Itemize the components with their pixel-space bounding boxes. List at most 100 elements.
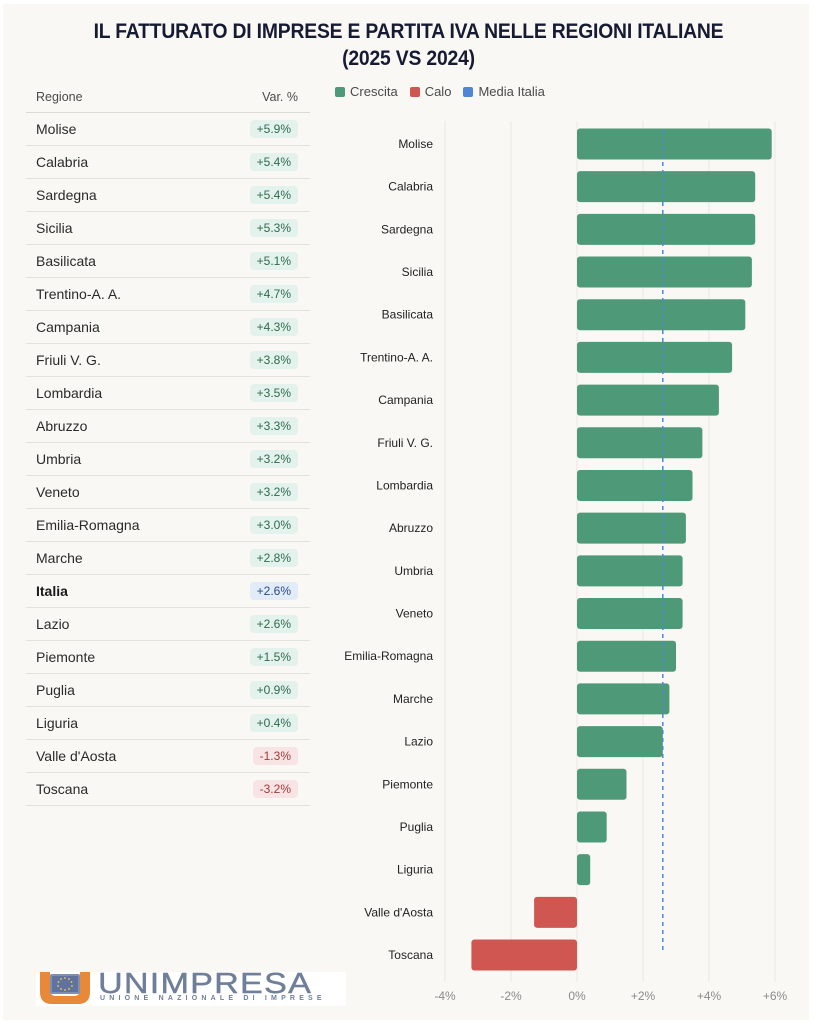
category-label: Marche bbox=[393, 692, 433, 706]
x-tick-label: 0% bbox=[568, 989, 586, 1003]
region-name: Abruzzo bbox=[36, 418, 88, 434]
bar bbox=[577, 256, 752, 288]
region-name: Umbria bbox=[36, 451, 82, 467]
variation-badge: +4.3% bbox=[249, 318, 298, 336]
variation-badge: +3.0% bbox=[249, 516, 298, 534]
bar bbox=[577, 299, 746, 331]
variation-badge: +0.4% bbox=[249, 714, 298, 732]
table-row: Lazio +2.6% bbox=[26, 608, 310, 641]
variation-badge: +1.5% bbox=[249, 648, 298, 666]
bar bbox=[577, 768, 627, 800]
variation-badge: +3.8% bbox=[249, 351, 298, 369]
bar bbox=[577, 427, 703, 459]
category-label: Campania bbox=[378, 393, 433, 407]
variation-badge: -1.3% bbox=[252, 747, 298, 765]
region-name: Italia bbox=[36, 583, 68, 599]
table-row: Friuli V. G. +3.8% bbox=[26, 344, 310, 377]
bar bbox=[577, 171, 756, 203]
bar bbox=[577, 384, 719, 416]
category-label: Piemonte bbox=[382, 777, 433, 791]
x-tick-label: +2% bbox=[631, 989, 656, 1003]
category-label: Liguria bbox=[397, 863, 433, 877]
variation-badge: +0.9% bbox=[249, 681, 298, 699]
variation-badge: +5.3% bbox=[249, 219, 298, 237]
table-row: Trentino-A. A. +4.7% bbox=[26, 278, 310, 311]
legend-swatch-average bbox=[463, 86, 474, 97]
variation-badge: +5.1% bbox=[249, 252, 298, 270]
bar bbox=[577, 683, 670, 715]
legend-label-growth: Crescita bbox=[350, 84, 398, 99]
region-name: Trentino-A. A. bbox=[36, 286, 122, 302]
variation-badge: +5.4% bbox=[249, 153, 298, 171]
category-label: Toscana bbox=[388, 948, 433, 962]
x-tick-label: +6% bbox=[763, 989, 788, 1003]
category-label: Sardegna bbox=[381, 222, 433, 236]
region-name: Basilicata bbox=[36, 253, 96, 269]
bar bbox=[577, 469, 693, 501]
table-row: Lombardia +3.5% bbox=[26, 377, 310, 410]
bar bbox=[577, 128, 772, 160]
column-header-region: Regione bbox=[36, 90, 83, 104]
region-name: Lazio bbox=[36, 616, 70, 632]
legend-item-growth: Crescita bbox=[335, 84, 398, 99]
x-tick-label: +4% bbox=[697, 989, 722, 1003]
variation-badge: +2.8% bbox=[249, 549, 298, 567]
bar bbox=[577, 811, 607, 843]
category-label: Emilia-Romagna bbox=[344, 649, 433, 663]
logo-mark-icon bbox=[40, 972, 90, 1004]
table-row: Campania +4.3% bbox=[26, 311, 310, 344]
legend-item-average: Media Italia bbox=[463, 84, 545, 99]
region-name: Sicilia bbox=[36, 220, 73, 236]
table-row: Molise +5.9% bbox=[26, 113, 310, 146]
variation-badge: -3.2% bbox=[252, 780, 298, 798]
region-table: Regione Var. % Molise +5.9% Calabria +5.4% S… bbox=[26, 84, 310, 806]
table-body: Molise +5.9% Calabria +5.4% Sardegna +5.4% Sic… bbox=[26, 113, 310, 806]
table-row: Marche +2.8% bbox=[26, 542, 310, 575]
table-row: Calabria +5.4% bbox=[26, 146, 310, 179]
logo-tagline: UNIONE NAZIONALE DI IMPRESE bbox=[100, 995, 326, 1002]
variation-badge: +3.5% bbox=[249, 384, 298, 402]
category-label: Umbria bbox=[394, 564, 433, 578]
region-name: Puglia bbox=[36, 682, 75, 698]
legend-label-average: Media Italia bbox=[478, 84, 545, 99]
category-label: Valle d'Aosta bbox=[364, 905, 433, 919]
table-row: Puglia +0.9% bbox=[26, 674, 310, 707]
bar bbox=[577, 854, 591, 886]
unimpresa-logo: UNIMPRESA UNIONE NAZIONALE DI IMPRESE bbox=[36, 968, 346, 1006]
x-tick-label: -4% bbox=[434, 989, 456, 1003]
variation-badge: +2.6% bbox=[249, 615, 298, 633]
category-label: Abruzzo bbox=[389, 521, 433, 535]
column-header-variation: Var. % bbox=[262, 90, 298, 104]
table-row: Valle d'Aosta -1.3% bbox=[26, 740, 310, 773]
page-subtitle: (2025 VS 2024) bbox=[342, 47, 475, 70]
category-label: Lombardia bbox=[376, 478, 433, 492]
region-name: Sardegna bbox=[36, 187, 97, 203]
bar bbox=[577, 726, 663, 758]
region-name: Veneto bbox=[36, 484, 80, 500]
region-name: Toscana bbox=[36, 781, 89, 797]
table-row: Umbria +3.2% bbox=[26, 443, 310, 476]
table-header: Regione Var. % bbox=[26, 84, 310, 113]
region-name: Liguria bbox=[36, 715, 79, 731]
table-row: Basilicata +5.1% bbox=[26, 245, 310, 278]
bar bbox=[577, 213, 756, 245]
bar bbox=[577, 555, 683, 587]
legend-label-decline: Calo bbox=[424, 84, 452, 99]
table-row: Sardegna +5.4% bbox=[26, 179, 310, 212]
category-label: Basilicata bbox=[382, 308, 434, 322]
table-row: Veneto +3.2% bbox=[26, 476, 310, 509]
region-name: Lombardia bbox=[36, 385, 103, 401]
chart-legend: Crescita Calo Media Italia bbox=[335, 84, 545, 99]
category-label: Trentino-A. A. bbox=[360, 350, 433, 364]
category-label: Molise bbox=[398, 137, 433, 151]
table-row: Abruzzo +3.3% bbox=[26, 410, 310, 443]
region-name: Molise bbox=[36, 121, 77, 137]
category-label: Sicilia bbox=[402, 265, 434, 279]
region-name: Valle d'Aosta bbox=[36, 748, 117, 764]
category-label: Friuli V. G. bbox=[377, 436, 433, 450]
category-label: Calabria bbox=[388, 180, 433, 194]
bar bbox=[577, 341, 733, 373]
variation-badge: +4.7% bbox=[249, 285, 298, 303]
region-name: Campania bbox=[36, 319, 100, 335]
